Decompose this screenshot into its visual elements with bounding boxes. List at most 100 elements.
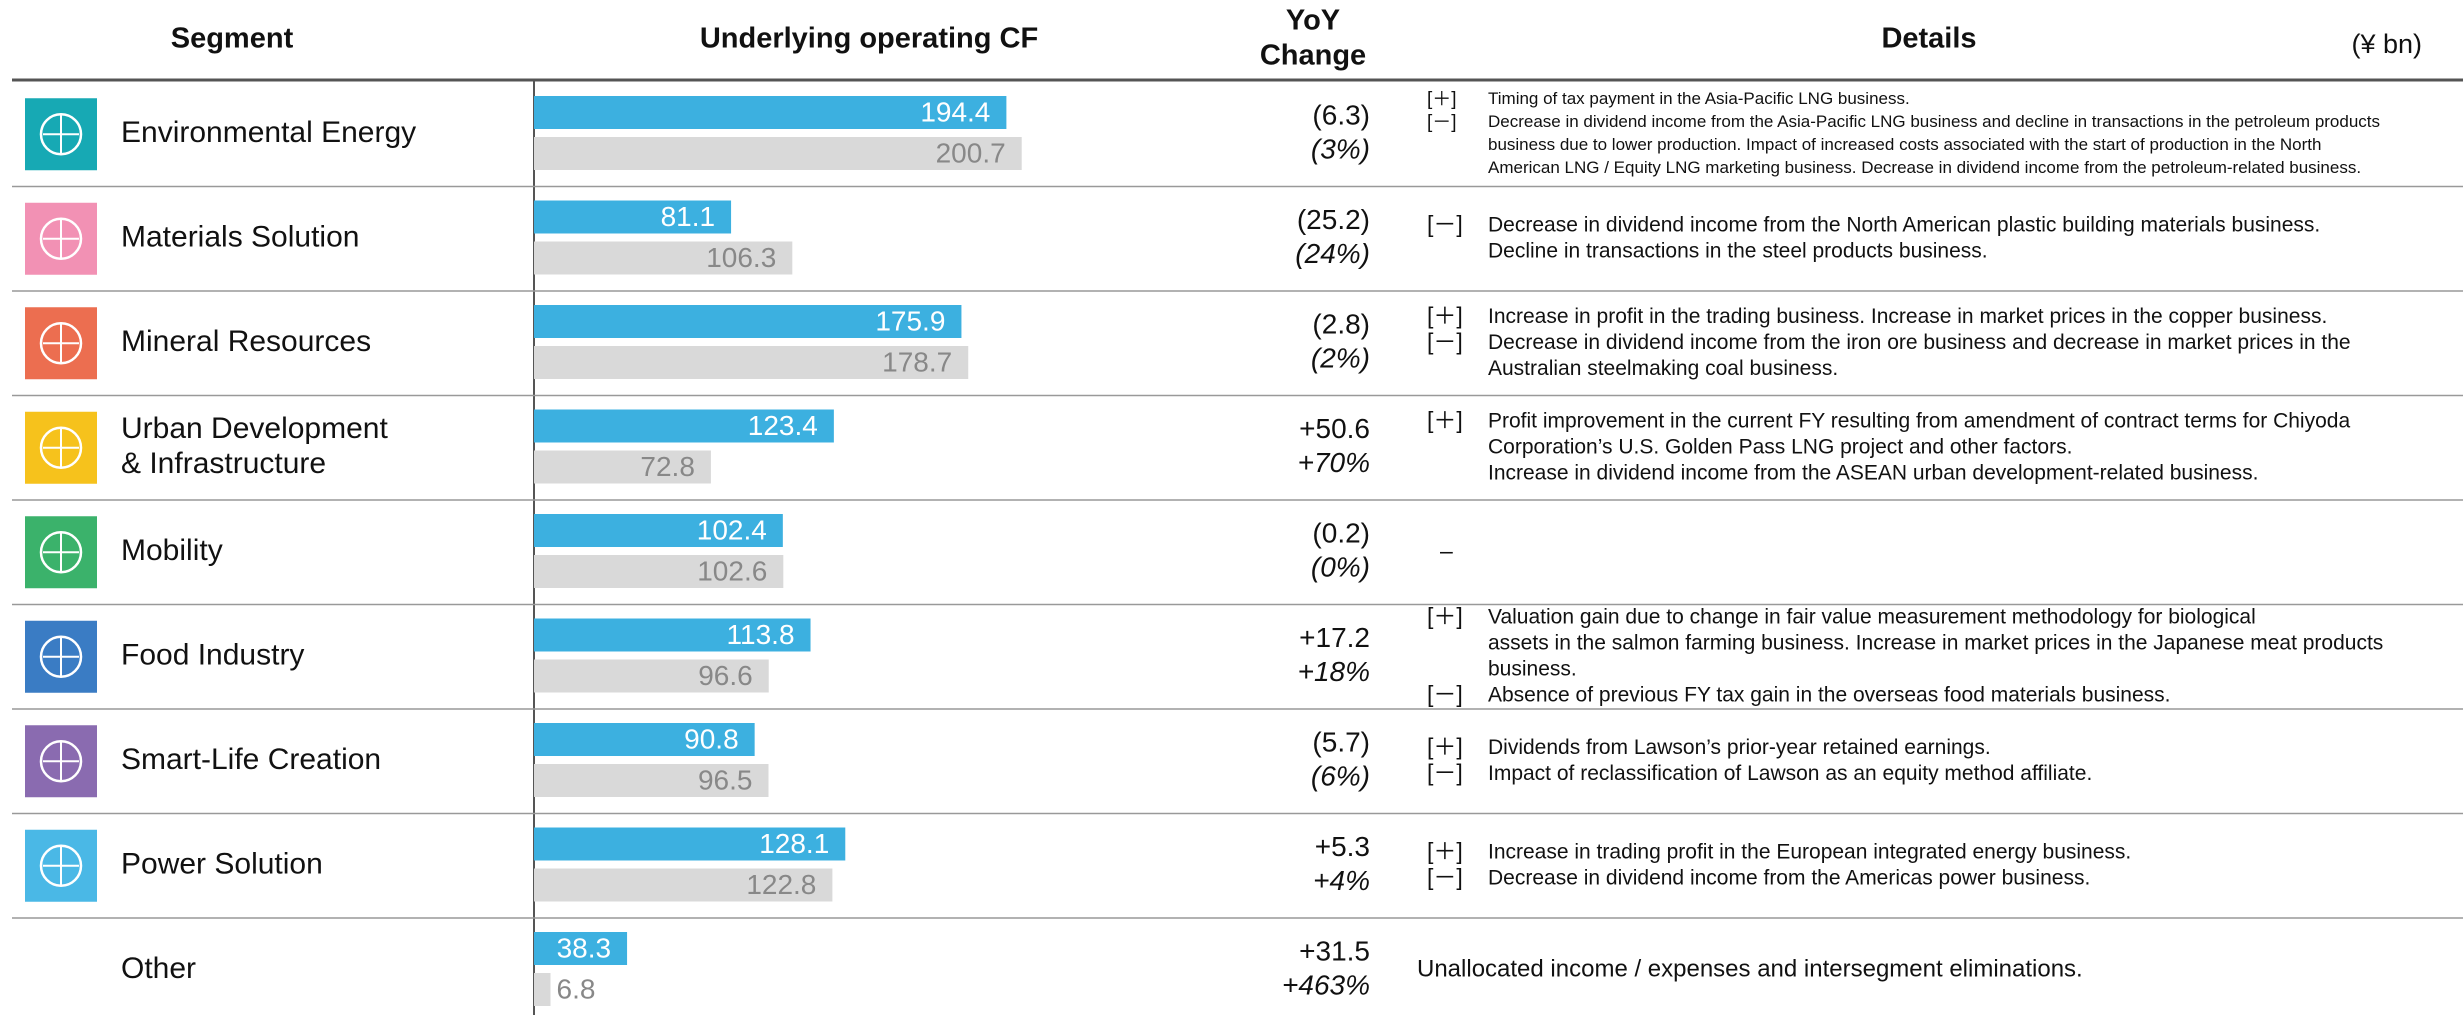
yoy-change: +31.5 [1299,936,1370,967]
yoy-change: (6.3) [1312,100,1370,131]
detail-line: Increase in trading profit in the Europe… [1488,840,2131,863]
bar-previous [534,659,769,693]
detail-line: assets in the salmon farming business. I… [1488,631,2383,654]
detail-line: Dividends from Lawson’s prior-year retai… [1488,736,1991,759]
bar-value: 175.9 [875,305,945,336]
icon-glyph [43,741,79,782]
detail-sign: [＋] [1427,302,1463,328]
detail-line: American LNG / Equity LNG marketing busi… [1488,158,2361,177]
bar-value: 6.8 [557,973,596,1004]
detail-line: Impact of reclassification of Lawson as … [1488,762,2092,785]
detail-sign: – [1440,537,1453,563]
yoy-change: +50.6 [1299,413,1370,444]
header-yoy: Change [1260,40,1366,72]
detail-line: Timing of tax payment in the Asia-Pacifi… [1488,89,1910,108]
yoy-pct: +4% [1313,865,1370,896]
icon-glyph [43,636,79,677]
bar-previous [534,346,969,379]
detail-sign: [－] [1427,328,1463,354]
bar-current [534,723,755,756]
yoy-pct: (2%) [1311,343,1370,374]
detail-line: Decrease in dividend income from the Ame… [1488,866,2090,889]
bar-value: 102.4 [697,514,767,545]
bar-previous [534,868,833,902]
yoy-change: (25.2) [1297,204,1370,235]
icon-glyph [43,427,79,468]
detail-sign: [－] [1427,681,1463,707]
bar-value: 194.4 [920,96,990,127]
icon-glyph [43,114,79,155]
bar-value: 96.5 [698,764,753,795]
detail-line: Valuation gain due to change in fair val… [1488,605,2256,628]
header-yoy: YoY [1286,5,1340,37]
yoy-pct: +70% [1298,447,1370,478]
detail-line: business. [1488,657,1577,680]
detail-sign: [－] [1427,759,1463,785]
bar-previous [534,450,711,484]
yoy-change: +5.3 [1315,831,1370,862]
detail-sign: [＋] [1427,733,1463,759]
bar-previous [534,973,551,1006]
bar-current [534,96,1007,129]
segment-name: Materials Solution [121,221,359,254]
detail-line: Corporation’s U.S. Golden Pass LNG proje… [1488,435,2072,458]
yoy-change: (2.8) [1312,309,1370,340]
bar-current [534,409,834,443]
detail-line: Increase in dividend income from the ASE… [1488,461,2258,484]
bar-current [534,514,783,547]
detail-sign: [＋] [1427,89,1457,110]
bar-value: 200.7 [936,137,1006,168]
bar-value: 106.3 [706,242,776,273]
detail-line: business due to lower production. Impact… [1488,135,2321,154]
header-segment: Segment [171,23,294,55]
detail-sign: [－] [1427,864,1463,890]
detail-line: Decline in transactions in the steel pro… [1488,239,1988,262]
yoy-pct: (24%) [1295,238,1370,269]
detail-sign: [＋] [1427,603,1463,629]
bar-previous [534,241,793,275]
bar-current [534,827,846,861]
detail-sign: [－] [1427,211,1463,237]
bar-value: 122.8 [746,869,816,900]
detail-line: Absence of previous FY tax gain in the o… [1488,683,2171,706]
segment-name: Power Solution [121,848,323,881]
detail-sign: [－] [1427,112,1457,133]
yoy-pct: +463% [1282,970,1370,1001]
detail-line: Profit improvement in the current FY res… [1488,409,2350,432]
yoy-pct: (3%) [1311,134,1370,165]
yoy-change: +17.2 [1299,622,1370,653]
bar-value: 113.8 [727,619,795,650]
bar-value: 72.8 [640,451,695,482]
bar-previous [534,764,769,797]
header-cf: Underlying operating CF [700,23,1038,55]
bar-value: 178.7 [882,346,952,377]
icon-glyph [43,218,79,259]
bar-value: 128.1 [759,828,829,859]
yoy-pct: +18% [1298,656,1370,687]
bar-current [534,200,732,234]
bar-value: 90.8 [684,723,739,754]
bar-value: 38.3 [557,932,612,963]
segment-name: Mineral Resources [121,325,371,358]
yoy-change: (0.2) [1312,518,1370,549]
bar-current [534,618,811,652]
segment-name: Urban Development [121,412,388,445]
segment-name: Environmental Energy [121,116,416,149]
yoy-pct: (0%) [1311,552,1370,583]
bar-value: 123.4 [748,410,818,441]
bar-current [534,305,962,338]
detail-line: Decrease in dividend income from the iro… [1488,331,2351,354]
unit: (¥ bn) [2351,29,2422,59]
detail-sign: [＋] [1427,838,1463,864]
yoy-pct: (6%) [1311,761,1370,792]
segment-name: & Infrastructure [121,447,326,480]
bar-value: 81.1 [661,201,716,232]
bar-value: 102.6 [697,555,767,586]
segment-name: Smart-Life Creation [121,743,381,776]
detail-line: Unallocated income / expenses and inters… [1417,956,2083,983]
bar-value: 96.6 [698,660,753,691]
bar-previous [534,137,1022,170]
segment-name: Other [121,952,196,985]
icon-glyph [43,845,79,886]
